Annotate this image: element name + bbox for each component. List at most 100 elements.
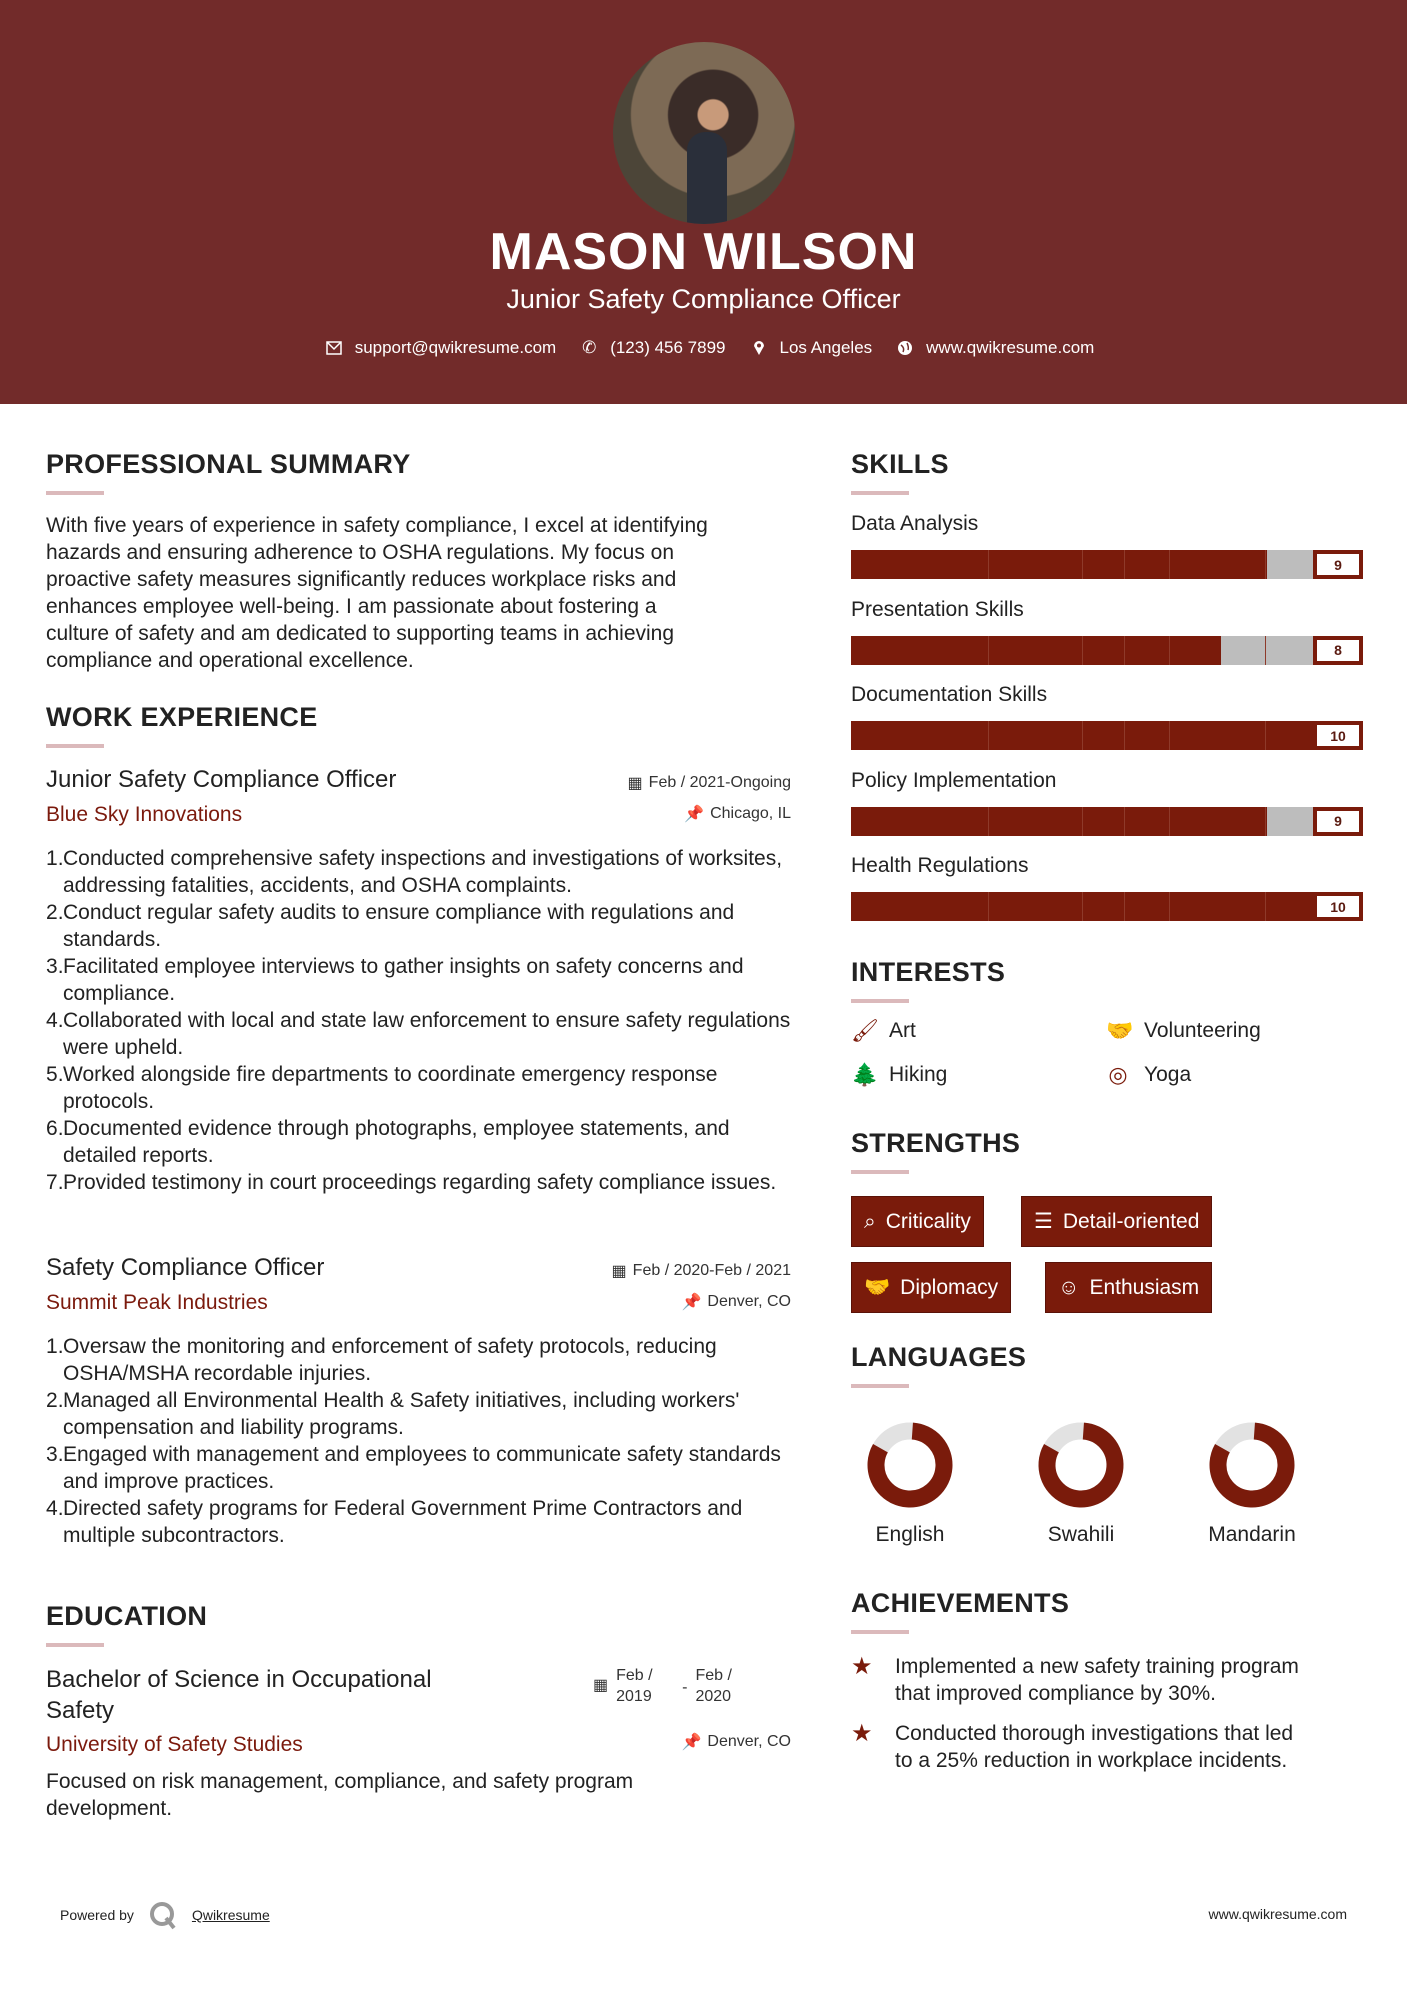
contact-location: Los Angeles — [779, 338, 873, 357]
skill-level: 10 — [1313, 721, 1363, 750]
achievement-text: Implemented a new safety training progra… — [895, 1653, 1299, 1707]
languages-heading: LANGUAGES — [851, 1342, 1027, 1388]
envelope-icon — [325, 339, 343, 357]
skill-level: 9 — [1313, 550, 1363, 579]
interest-item: 🤝 Volunteering — [1106, 1018, 1261, 1044]
dates-text: Feb / 2021-Ongoing — [648, 774, 791, 791]
strength-badge: 🤝 Diplomacy — [851, 1262, 1012, 1313]
skill-bar-divider — [988, 635, 989, 665]
degree-line: Bachelor of Science in Occupational — [46, 1666, 432, 1693]
strengths-heading: STRENGTHS — [851, 1128, 1021, 1174]
contact-phone: (123) 456 7899 — [610, 338, 726, 357]
location-text: Chicago, IL — [710, 805, 791, 822]
education-heading: EDUCATION — [46, 1601, 208, 1647]
calendar-icon: ▦ — [611, 1263, 627, 1280]
language-name: English — [875, 1523, 945, 1546]
skill-level: 8 — [1313, 635, 1363, 665]
summary-line: compliance and operational excellence. — [46, 649, 414, 672]
job-location: 📌 Chicago, IL — [684, 804, 791, 824]
school-name: University of Safety Studies — [46, 1733, 303, 1756]
dates-text: Feb / 2020-Feb / 2021 — [632, 1262, 791, 1279]
skills-heading: SKILLS — [851, 449, 949, 495]
location-text: Denver, CO — [707, 1293, 791, 1310]
strength-badge: ⌕ Criticality — [851, 1196, 984, 1247]
candidate-title: Junior Safety Compliance Officer — [506, 284, 901, 314]
interest-item: ◎ Yoga — [1106, 1062, 1191, 1088]
job-title: Junior Safety Compliance Officer — [46, 766, 397, 793]
skill-bar-divider — [1265, 721, 1266, 750]
skill-bar-divider — [1169, 806, 1170, 836]
responsibility-list: Oversaw the monitoring and enforcement o… — [46, 1333, 791, 1549]
skill-bar: 10 — [851, 721, 1363, 750]
smile-icon: ☺ — [1058, 1275, 1080, 1299]
interest-label: Art — [889, 1019, 916, 1042]
list-item: Documented evidence through photographs,… — [46, 1115, 730, 1167]
summary-line: enhances employee well-being. I am passi… — [46, 595, 657, 618]
job-title: Safety Compliance Officer — [46, 1254, 325, 1281]
skill-name: Presentation Skills — [851, 597, 1024, 621]
skill-bar-divider — [1169, 721, 1170, 750]
skill-bar-divider — [1124, 806, 1125, 836]
summary-line: With five years of experience in safety … — [46, 514, 708, 537]
list-item: Worked alongside fire departments to coo… — [46, 1061, 718, 1113]
interest-item: 🖌 Art — [851, 1018, 916, 1044]
list-item: Engaged with management and employees to… — [46, 1441, 781, 1493]
summary-line: hazards and ensuring adherence to OSHA r… — [46, 541, 675, 564]
interest-label: Hiking — [889, 1063, 948, 1086]
strength-label: Enthusiasm — [1089, 1275, 1200, 1299]
skill-bar-divider — [1265, 550, 1266, 579]
list-item: Managed all Environmental Health & Safet… — [46, 1387, 740, 1439]
language-name: Mandarin — [1208, 1523, 1296, 1546]
skill-bar-divider — [1124, 892, 1125, 921]
list-item: Conduct regular safety audits to ensure … — [46, 899, 735, 951]
achievement-line: to a 25% reduction in workplace incident… — [895, 1749, 1288, 1772]
skill-bar-divider — [1082, 550, 1083, 579]
achievement-line: that improved compliance by 30%. — [895, 1682, 1216, 1705]
footer-website[interactable]: www.qwikresume.com — [1208, 1906, 1347, 1922]
achievement-item: ★ Implemented a new safety training progr… — [851, 1653, 1371, 1707]
pushpin-icon: 📌 — [681, 1294, 702, 1311]
skill-bar-divider — [1169, 635, 1170, 665]
contact-website[interactable]: www.qwikresume.com — [926, 338, 1095, 357]
qwikresume-link[interactable]: Qwikresume — [191, 1907, 270, 1923]
company-name: Summit Peak Industries — [46, 1291, 268, 1314]
degree-line: Safety — [46, 1697, 115, 1724]
skill-level: 10 — [1313, 892, 1363, 921]
skill-bar: 8 — [851, 635, 1363, 665]
pushpin-icon: 📌 — [684, 806, 705, 823]
phone-icon: ✆ — [582, 338, 597, 357]
skill-bar: 9 — [851, 550, 1363, 579]
education-end: Feb / 2020 — [695, 1667, 732, 1705]
skill-bar-divider — [988, 721, 989, 750]
education-description: Focused on risk management, compliance, … — [46, 1770, 634, 1820]
skill-bar-divider — [1124, 550, 1125, 579]
handshake-icon: 🤝 — [864, 1275, 891, 1299]
resume-header: MASON WILSON Junior Safety Compliance Of… — [0, 0, 1407, 404]
skill-bar-divider — [1082, 892, 1083, 921]
interest-label: Yoga — [1144, 1063, 1192, 1086]
skill-bar-divider — [988, 892, 989, 921]
achievement-item: ★ Conducted thorough investigations that … — [851, 1720, 1371, 1774]
skill-bar-divider — [1124, 635, 1125, 665]
search-icon: ⌕ — [864, 1209, 876, 1233]
contact-email[interactable]: support@qwikresume.com — [354, 338, 557, 357]
experience-heading: WORK EXPERIENCE — [46, 702, 318, 748]
responsibility-list: Conducted comprehensive safety inspectio… — [46, 845, 791, 1196]
skill-name: Policy Implementation — [851, 768, 1057, 792]
strength-label: Detail-oriented — [1062, 1209, 1200, 1233]
list-item: Provided testimony in court proceedings … — [46, 1169, 777, 1196]
life-ring-icon: ◎ — [1108, 1062, 1128, 1087]
job-dates: ▦ Feb / 2021-Ongoing — [628, 773, 791, 793]
skill-bar: 9 — [851, 806, 1363, 836]
date-separator: - — [682, 1679, 688, 1696]
skill-bar-divider — [1169, 550, 1170, 579]
footer-powered-by: Powered by Qwikresume — [60, 1900, 270, 1930]
contact-bar: support@qwikresume.com ✆ (123) 456 7899 … — [0, 338, 1407, 358]
skill-bar-divider — [988, 806, 989, 836]
job-location: 📌 Denver, CO — [681, 1292, 791, 1312]
star-icon: ★ — [851, 1653, 873, 1680]
strength-badge: ☰ Detail-oriented — [1021, 1196, 1213, 1247]
skill-name: Health Regulations — [851, 854, 1029, 877]
list-item: Oversaw the monitoring and enforcement o… — [46, 1333, 717, 1385]
globe-icon — [896, 339, 914, 357]
